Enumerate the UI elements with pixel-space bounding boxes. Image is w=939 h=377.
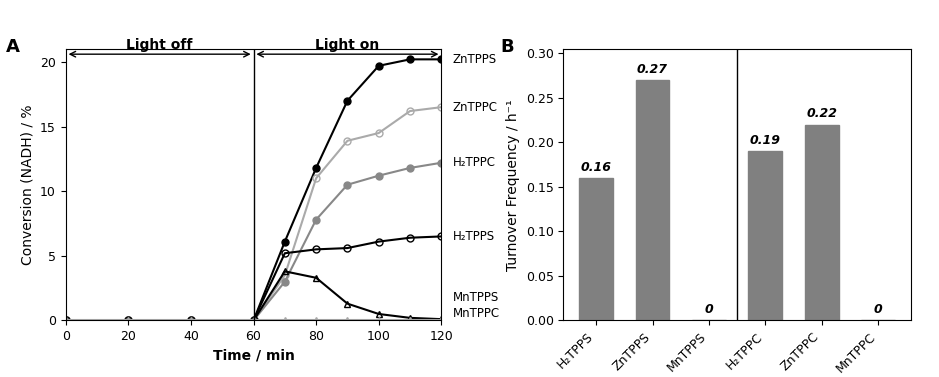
Text: Light off: Light off [127,38,192,52]
Text: 0.16: 0.16 [580,161,611,173]
Text: H₂TPPC: H₂TPPC [453,156,496,169]
Bar [805,125,839,320]
Text: 0: 0 [874,303,883,316]
Bar [579,178,613,320]
Bar [636,80,670,320]
Bar [748,151,782,320]
Text: MnTPPS: MnTPPS [453,291,499,304]
Y-axis label: Turnover Frequency / h⁻¹: Turnover Frequency / h⁻¹ [506,99,520,271]
Text: MnTPPC: MnTPPC [453,308,500,320]
Text: ZnTPPS: ZnTPPS [453,53,497,66]
Text: 0.27: 0.27 [637,63,668,76]
Text: 0.19: 0.19 [750,134,781,147]
Text: ZnTPPC: ZnTPPC [453,101,498,114]
Text: A: A [6,38,20,56]
Text: B: B [500,38,515,56]
Text: 0: 0 [704,303,714,316]
Y-axis label: Conversion (NADH) / %: Conversion (NADH) / % [21,104,35,265]
Text: 0.22: 0.22 [807,107,838,120]
X-axis label: Time / min: Time / min [212,349,295,363]
Text: H₂TPPS: H₂TPPS [453,230,495,243]
Text: Light on: Light on [316,38,379,52]
